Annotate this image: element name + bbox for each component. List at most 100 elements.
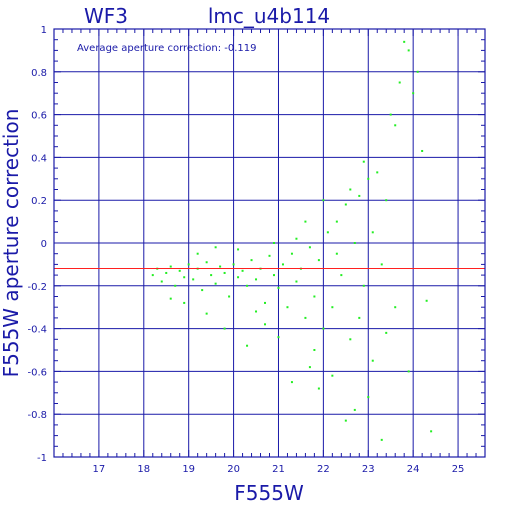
data-point <box>412 92 415 95</box>
data-point <box>214 246 217 249</box>
data-point <box>335 252 338 255</box>
data-point <box>317 259 320 262</box>
data-point <box>322 327 325 330</box>
data-point <box>376 171 379 174</box>
y-tick-label: -0.6 <box>27 367 47 378</box>
data-point <box>214 282 217 285</box>
x-tick-label: 20 <box>227 464 240 475</box>
data-point <box>178 269 181 272</box>
data-point <box>192 278 195 281</box>
data-point <box>358 194 361 197</box>
data-point <box>246 284 249 287</box>
x-tick-label: 21 <box>272 464 285 475</box>
data-point <box>255 310 258 313</box>
data-point <box>371 231 374 234</box>
x-tick-label: 17 <box>93 464 106 475</box>
data-point <box>160 280 163 283</box>
x-tick-label: 23 <box>362 464 375 475</box>
y-tick-label: 1 <box>41 25 47 36</box>
y-tick-label: -0.4 <box>27 325 47 336</box>
data-point <box>264 323 267 326</box>
data-point <box>371 359 374 362</box>
data-point <box>277 336 280 339</box>
data-point <box>237 276 240 279</box>
y-axis-label: F555W aperture correction <box>0 109 23 378</box>
data-point <box>385 199 388 202</box>
data-point <box>416 70 419 73</box>
data-point <box>174 284 177 287</box>
data-point <box>169 297 172 300</box>
x-tick-label: 19 <box>182 464 195 475</box>
data-points <box>151 40 433 441</box>
data-point <box>295 237 298 240</box>
y-tick-label: 0.4 <box>31 153 47 164</box>
data-point <box>237 248 240 251</box>
data-point <box>277 286 280 289</box>
data-point <box>394 306 397 309</box>
data-point <box>286 306 289 309</box>
axes <box>53 28 486 458</box>
data-point <box>205 312 208 315</box>
x-tick-label: 25 <box>452 464 465 475</box>
data-point <box>272 274 275 277</box>
data-point <box>232 263 235 266</box>
data-point <box>362 160 365 163</box>
data-point <box>380 438 383 441</box>
x-tick-labels: 17 18 19 20 21 22 23 24 25 <box>93 464 465 475</box>
data-point <box>362 284 365 287</box>
panel-label: WF3 <box>84 4 128 28</box>
data-point <box>367 396 370 399</box>
data-point <box>313 295 316 298</box>
data-point <box>165 271 168 274</box>
x-tick-label: 18 <box>137 464 150 475</box>
data-point <box>246 344 249 347</box>
data-point <box>304 316 307 319</box>
data-point <box>421 149 424 152</box>
data-point <box>335 220 338 223</box>
data-point <box>394 124 397 127</box>
data-point <box>295 280 298 283</box>
y-tick-labels: -1 -0.8 -0.6 -0.4 -0.2 0 0.2 0.4 0.6 0.8 1 <box>27 25 47 464</box>
data-point <box>223 271 226 274</box>
x-axis-label: F555W <box>234 481 304 505</box>
y-tick-label: -0.8 <box>27 410 47 421</box>
data-point <box>268 254 271 257</box>
data-point <box>219 265 222 268</box>
data-point <box>425 299 428 302</box>
data-point <box>349 338 352 341</box>
data-point <box>241 269 244 272</box>
data-point <box>317 387 320 390</box>
data-point <box>210 274 213 277</box>
y-tick-label: -0.2 <box>27 282 47 293</box>
data-point <box>304 220 307 223</box>
data-point <box>313 349 316 351</box>
data-point <box>340 274 343 277</box>
data-point <box>281 263 284 266</box>
data-point <box>344 203 347 206</box>
data-point <box>308 366 311 369</box>
y-tick-label: -1 <box>37 453 47 464</box>
data-point <box>389 113 392 116</box>
data-point <box>264 301 267 304</box>
plot-frame <box>53 28 486 458</box>
data-point <box>398 81 401 84</box>
data-point <box>331 374 334 377</box>
data-point <box>228 295 231 298</box>
grid-lines <box>54 28 485 458</box>
data-point <box>223 327 226 330</box>
data-point <box>151 274 154 277</box>
data-point <box>205 261 208 264</box>
data-point <box>187 263 190 266</box>
y-tick-label: 0.2 <box>31 196 47 207</box>
data-point <box>326 231 329 234</box>
average-annotation: Average aperture correction: -0.119 <box>77 43 257 54</box>
data-point <box>349 188 352 191</box>
data-point <box>183 301 186 304</box>
x-tick-label: 22 <box>317 464 330 475</box>
data-point <box>308 246 311 249</box>
y-tick-label: 0.8 <box>31 68 47 79</box>
data-point <box>367 177 370 180</box>
data-point <box>407 370 410 373</box>
data-point <box>201 289 204 292</box>
